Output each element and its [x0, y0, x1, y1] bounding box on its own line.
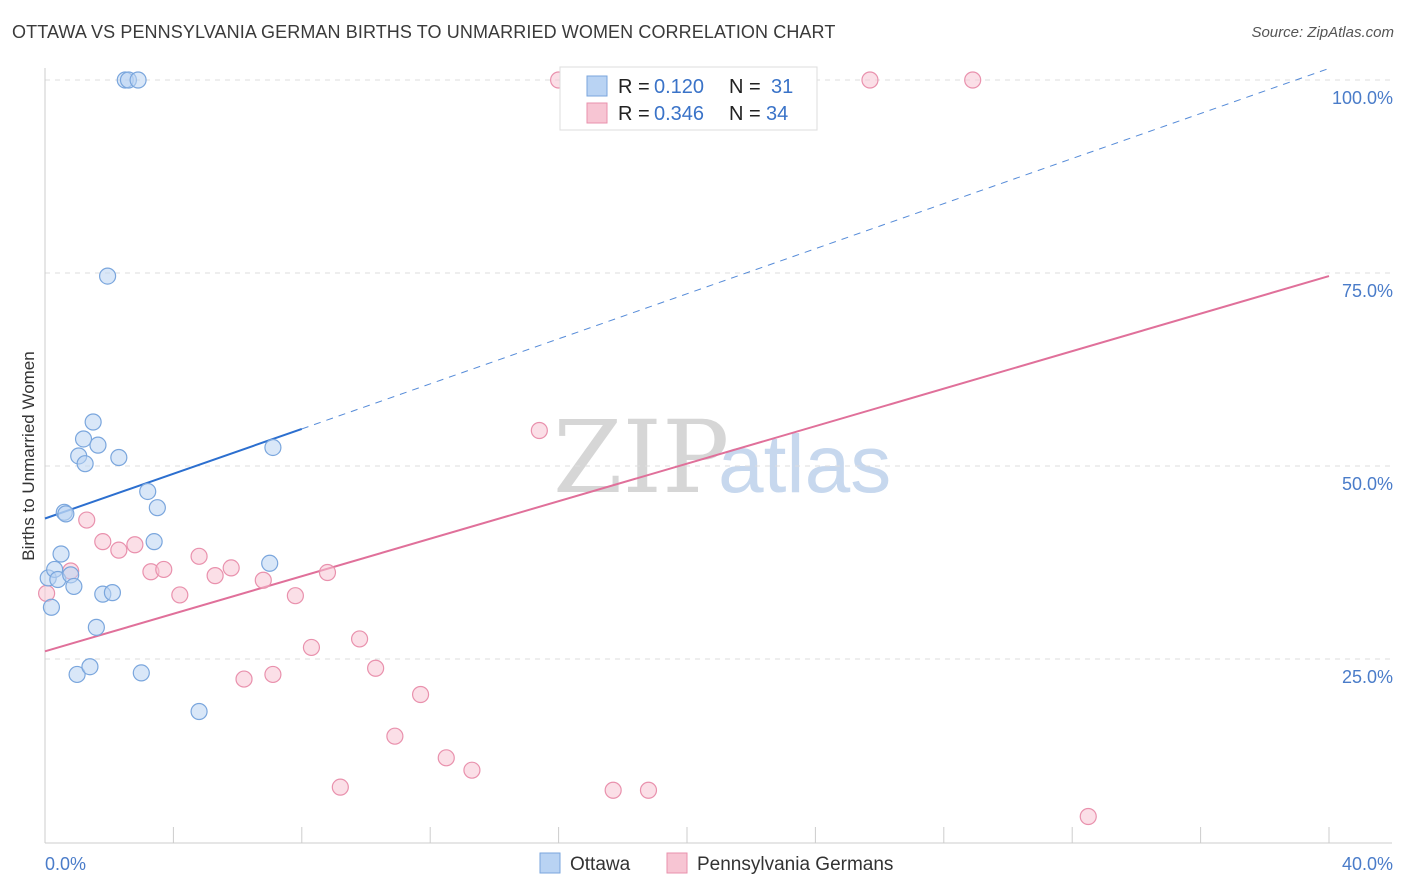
pa-point: [411, 685, 430, 704]
pa-point: [530, 421, 548, 440]
ottawa-stats-swatch: [586, 75, 608, 97]
pa-n-label: N =: [729, 103, 761, 125]
pa-point: [604, 781, 622, 799]
pa-point: [110, 541, 128, 559]
pa-point: [1079, 807, 1097, 826]
chart-title: OTTAWA VS PENNSYLVANIA GERMAN BIRTHS TO …: [12, 22, 836, 42]
pa-point: [350, 630, 369, 648]
pa-point: [254, 571, 272, 589]
ottawa-point: [81, 658, 99, 676]
ottawa-point: [139, 482, 157, 501]
legend-pa-swatch: [666, 852, 688, 874]
legend-ottawa-label: Ottawa: [570, 854, 631, 875]
pa-point: [386, 727, 404, 745]
watermark-atlas: atlas: [718, 419, 891, 510]
ottawa-point: [76, 455, 94, 473]
pa-stats-swatch: [586, 102, 608, 124]
pa-n-value: 34: [766, 103, 788, 125]
trend-lines: [44, 67, 1330, 653]
pa-point: [286, 587, 304, 605]
y-tick-label-25: 25.0%: [1342, 667, 1393, 687]
pa-point: [206, 567, 224, 585]
ottawa-point: [103, 584, 122, 602]
ottawa-point: [145, 533, 163, 551]
x-tick-label-min: 0.0%: [45, 854, 86, 874]
source-credit: Source: ZipAtlas.com: [1251, 24, 1394, 41]
series-legend: Ottawa Pennsylvania Germans: [539, 852, 893, 875]
axes: [44, 68, 1392, 844]
ottawa-point: [190, 702, 208, 721]
y-tick-labels: 25.0% 50.0% 75.0% 100.0%: [1332, 88, 1393, 687]
watermark-zip: ZIP: [553, 399, 729, 516]
ottawa-point: [68, 665, 86, 684]
pa-point: [155, 560, 173, 579]
pa-point: [639, 781, 658, 799]
x-tick-label-max: 40.0%: [1342, 854, 1393, 874]
pa-point: [302, 638, 321, 657]
ottawa-point: [52, 545, 70, 563]
y-tick-label-100: 100.0%: [1332, 88, 1393, 108]
pa-point: [367, 659, 385, 677]
pa-point: [78, 511, 96, 529]
ottawa-point: [110, 448, 128, 467]
pa-point: [94, 533, 112, 551]
ottawa-point: [87, 618, 105, 636]
pa-point: [126, 536, 144, 554]
ottawa-point: [74, 430, 93, 448]
pa-r-value: 0.346: [654, 103, 704, 125]
pa-point: [463, 761, 481, 779]
pa-point: [235, 670, 253, 688]
ottawa-point: [65, 577, 83, 596]
pa-point: [331, 778, 349, 796]
ottawa-n-label: N =: [729, 76, 761, 98]
pa-point: [190, 547, 208, 565]
ottawa-point: [129, 71, 147, 89]
pa-point: [437, 749, 455, 767]
pa-point: [171, 586, 189, 604]
pa-point: [861, 71, 879, 89]
y-axis-label: Births to Unmarried Women: [19, 351, 38, 560]
stats-legend: R = 0.120 N = 31 R = 0.346 N = 34: [559, 66, 818, 131]
ottawa-point: [261, 554, 279, 572]
ottawa-point: [57, 505, 75, 523]
ottawa-n-value: 31: [771, 76, 793, 98]
trendline-ottawa: [44, 427, 303, 520]
ottawa-point: [264, 438, 282, 457]
y-tick-label-75: 75.0%: [1342, 281, 1393, 301]
ottawa-r-label: R =: [618, 76, 650, 98]
ottawa-r-value: 0.120: [654, 76, 704, 98]
legend-pa-label: Pennsylvania Germans: [697, 854, 893, 875]
legend-ottawa-swatch: [539, 852, 561, 874]
x-ticks: [172, 827, 1330, 843]
ottawa-point: [132, 664, 150, 682]
ottawa-point: [98, 267, 117, 285]
ottawa-point: [84, 413, 102, 431]
y-tick-label-50: 50.0%: [1342, 474, 1393, 494]
ottawa-point: [42, 598, 61, 616]
pa-point: [964, 71, 982, 89]
ottawa-point: [148, 499, 166, 517]
pa-point: [222, 559, 240, 577]
pa-point: [318, 563, 337, 582]
pa-r-label: R =: [618, 103, 650, 125]
watermark: ZIP atlas: [553, 399, 891, 516]
ottawa-point: [89, 436, 107, 454]
trendline-pennsylvania-germans: [44, 275, 1330, 653]
pa-point: [264, 665, 282, 684]
gridlines: [45, 79, 1392, 660]
